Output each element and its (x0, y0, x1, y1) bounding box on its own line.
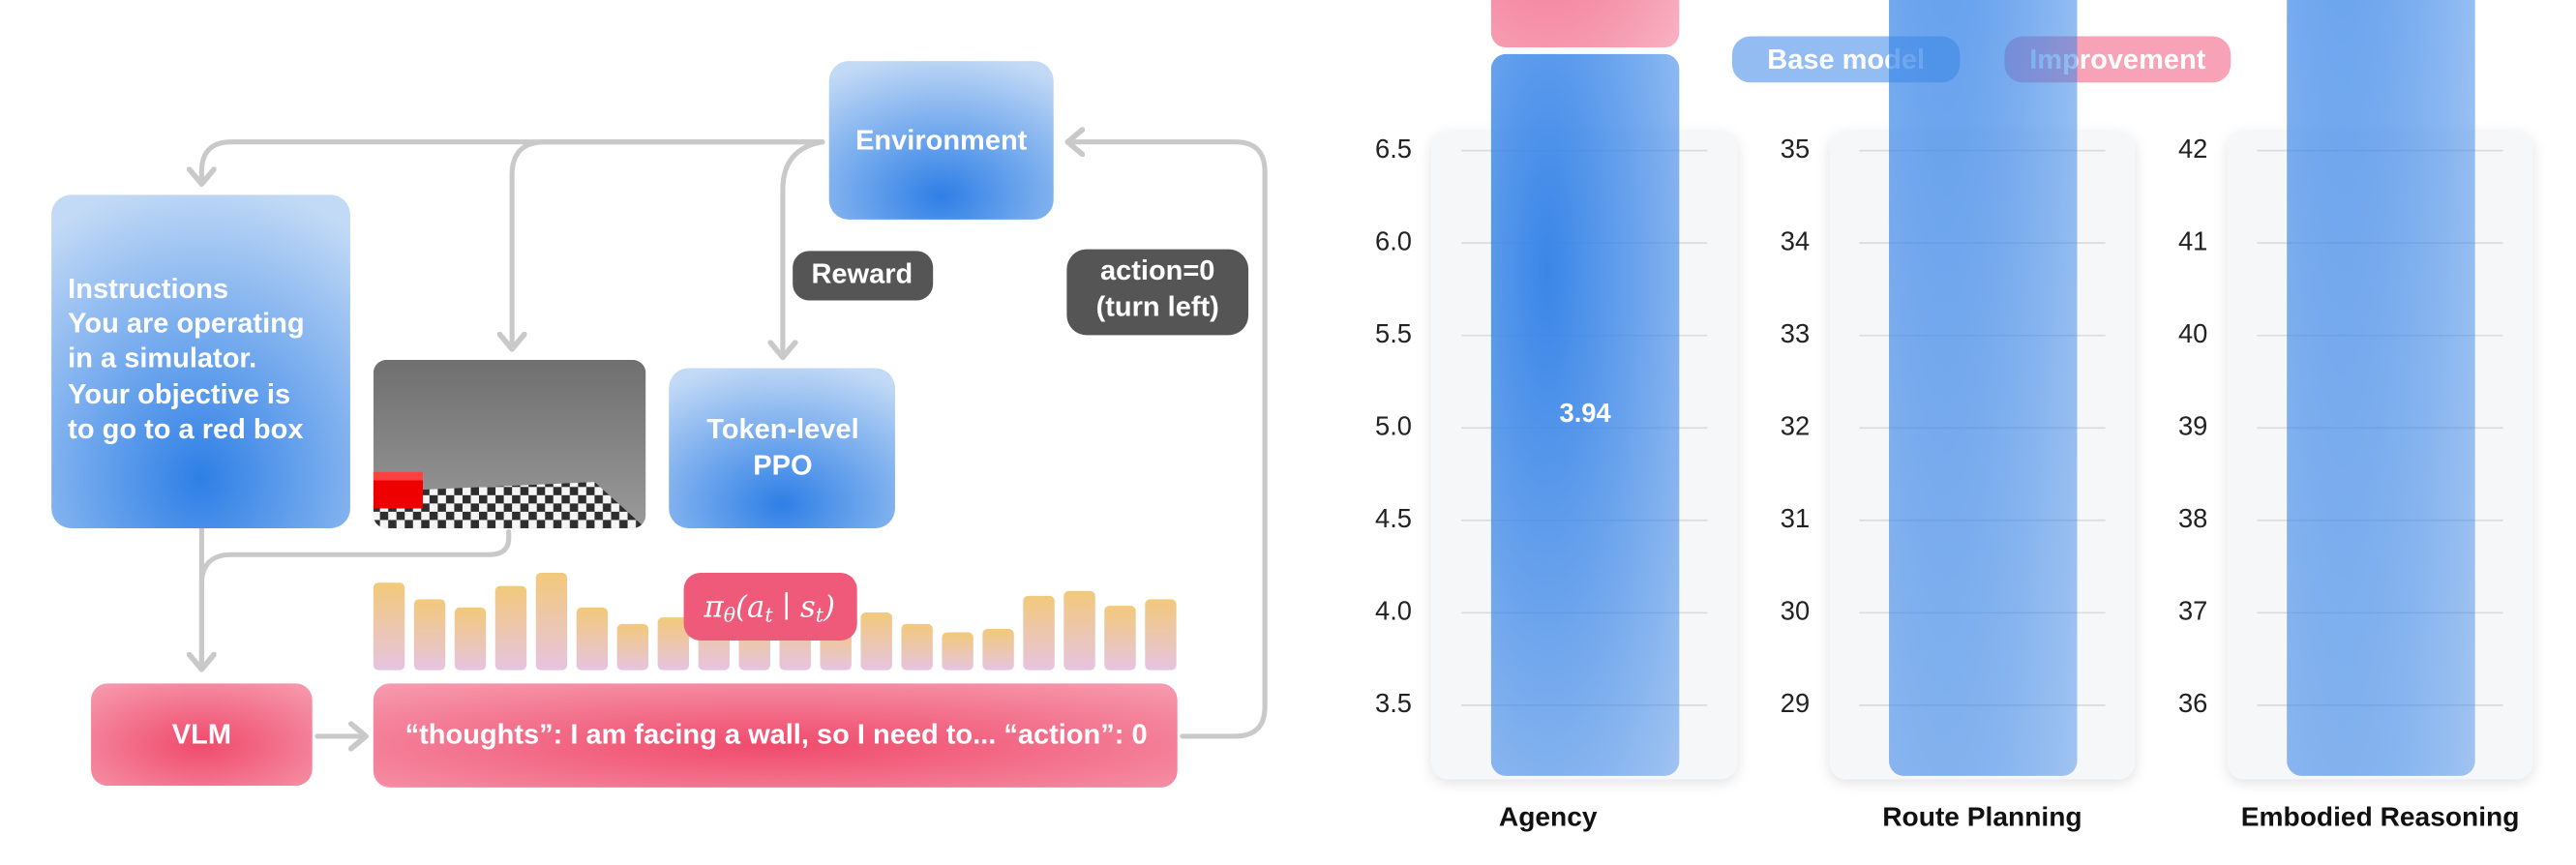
y-tick-label: 29 (1781, 688, 1810, 718)
x-axis-label: Agency (1499, 802, 1598, 832)
ppo-line: PPO (753, 450, 812, 481)
token-bar (901, 623, 933, 671)
observation-image (373, 359, 646, 528)
y-tick-label: 32 (1781, 410, 1810, 440)
token-bar (1023, 595, 1055, 671)
y-tick-label: 33 (1781, 318, 1810, 348)
y-tick-label: 38 (2178, 503, 2207, 533)
policy-part: (a (735, 591, 764, 625)
y-tick-label: 37 (2178, 596, 2207, 626)
output-text: “thoughts”: I am facing a wall, so I nee… (405, 720, 1148, 751)
environment-box (828, 61, 1054, 220)
policy-part: t (764, 603, 773, 626)
arrow (1070, 142, 1268, 739)
arrow (783, 139, 825, 355)
token-bar (860, 611, 892, 671)
instructions-line: You are operating (68, 309, 304, 340)
action-line: (turn left) (1096, 292, 1219, 323)
y-tick-label: 4.0 (1375, 596, 1412, 626)
vlm-label: VLM (172, 720, 231, 751)
vlm-box (91, 683, 313, 787)
instructions-line: Instructions (68, 274, 228, 305)
token-bar (1104, 606, 1136, 671)
y-tick-label: 5.5 (1375, 318, 1412, 348)
y-tick-label: 31 (1781, 503, 1810, 533)
token-bar (576, 607, 609, 671)
arrow (512, 139, 825, 347)
y-tick-label: 35 (1781, 134, 1810, 164)
reward-pill (793, 251, 934, 301)
y-tick-label: 41 (2178, 225, 2207, 255)
instructions-line: to go to a red box (68, 414, 303, 445)
policy-part: ) (823, 591, 835, 625)
y-tick-label: 36 (2178, 688, 2207, 718)
environment-label: Environment (855, 125, 1028, 156)
ppo-line: Token-level (706, 414, 858, 445)
y-tick-label: 6.0 (1375, 225, 1412, 255)
action-line: action=0 (1100, 255, 1214, 286)
y-tick-label: 39 (2178, 410, 2207, 440)
arrow (201, 139, 825, 182)
bar-segment (1490, 0, 1680, 47)
x-axis-label: Embodied Reasoning (2241, 802, 2520, 832)
instructions-line: Your objective is (68, 379, 290, 410)
token-bar (657, 617, 690, 671)
y-tick-label: 3.5 (1375, 688, 1412, 718)
action-pill (1066, 249, 1249, 336)
token-bar (535, 573, 568, 671)
policy-part: π (704, 591, 725, 625)
token-bar (494, 585, 527, 671)
token-bar (1145, 599, 1177, 671)
reward-label: Reward (811, 259, 913, 290)
policy-part: ∣ s (773, 591, 816, 625)
y-tick-label: 6.5 (1375, 134, 1412, 164)
instructions-box (51, 194, 350, 528)
policy-label: πθ(at ∣ st) (704, 591, 835, 626)
token-bar (942, 632, 973, 671)
token-bar (454, 607, 487, 671)
policy-part: θ (724, 603, 735, 626)
policy-pill (683, 573, 857, 641)
token-bar (616, 623, 649, 671)
y-tick-label: 30 (1781, 596, 1810, 626)
charts: Base model Improvement3.54.04.55.05.56.06… (1375, 0, 2533, 832)
token-bar (373, 582, 405, 671)
bar-segment (2287, 0, 2475, 776)
instructions-line: in a simulator. (68, 343, 256, 374)
bar-segment (1889, 0, 2078, 776)
x-axis-label: Route Planning (1882, 802, 2082, 832)
y-tick-label: 42 (2178, 134, 2207, 164)
policy-part: t (816, 603, 824, 626)
arrows (201, 139, 1268, 739)
output-box (373, 683, 1178, 788)
token-bar (413, 599, 446, 671)
bar-label: 3.94 (1560, 398, 1612, 428)
y-tick-label: 5.0 (1375, 410, 1412, 440)
y-tick-label: 40 (2178, 318, 2207, 348)
y-tick-label: 4.5 (1375, 503, 1412, 533)
token-bar (1063, 590, 1095, 671)
y-tick-label: 34 (1781, 225, 1810, 255)
token-bar (982, 629, 1014, 671)
bar-segment (1490, 53, 1680, 776)
ppo-box (669, 368, 895, 528)
